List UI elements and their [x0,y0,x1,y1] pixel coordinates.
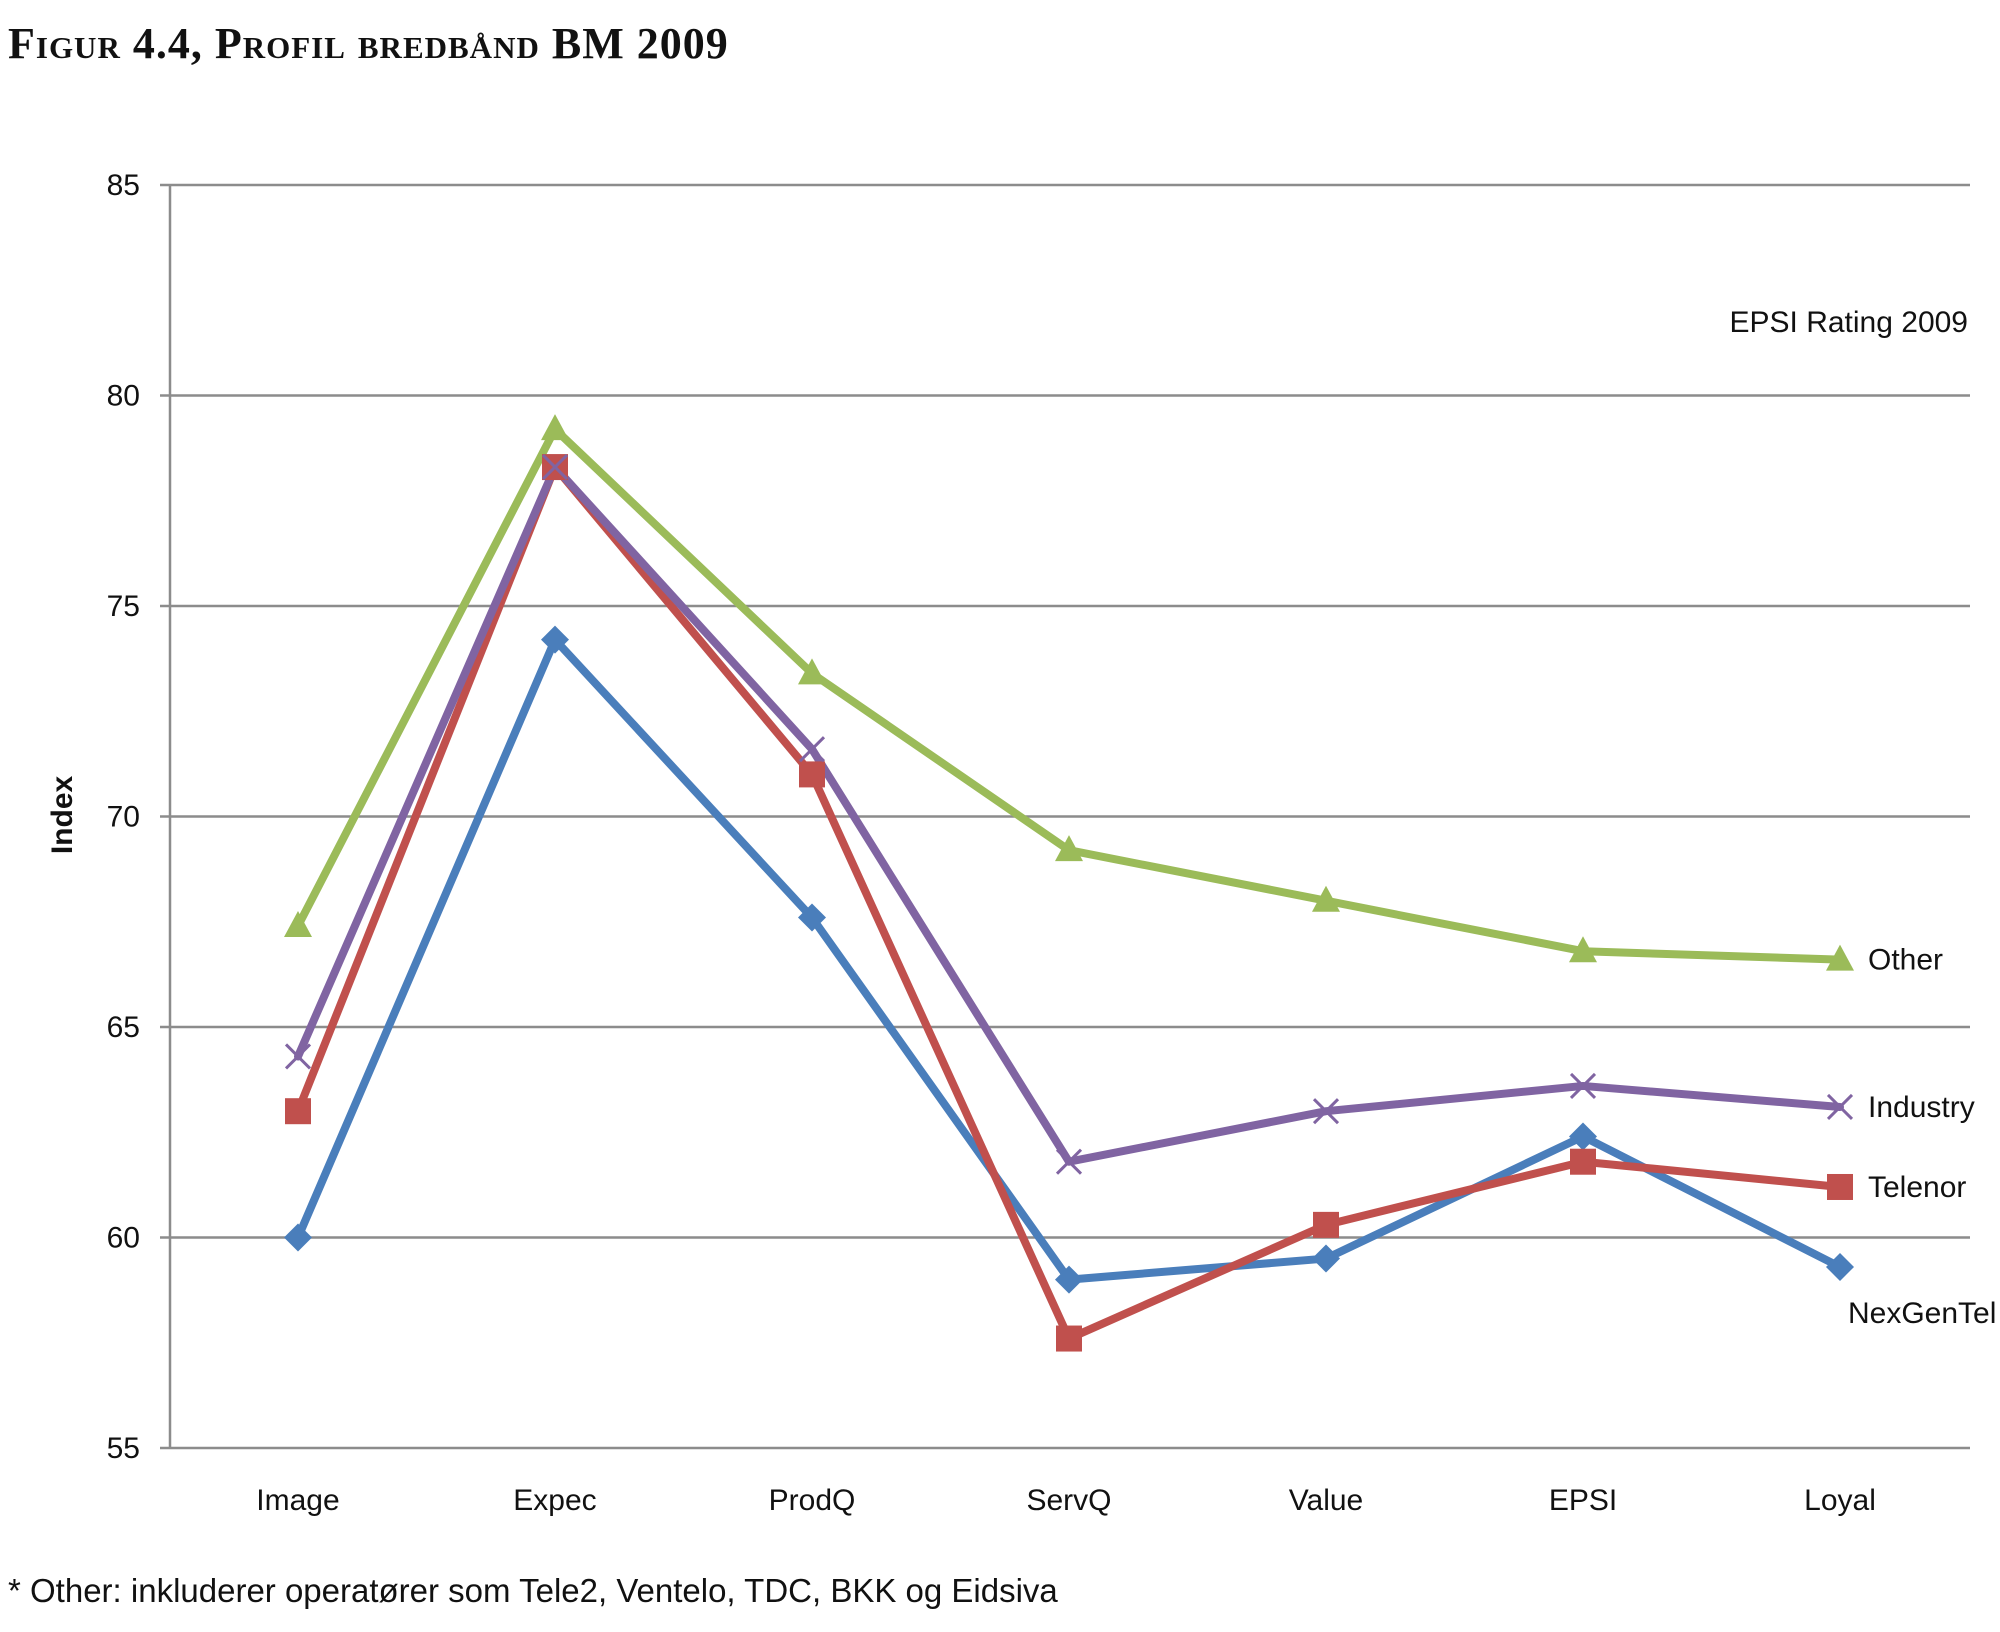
y-tick-label: 70 [107,801,140,834]
series-label-nexgentel: NexGenTel [1848,1297,1996,1330]
data-point-other-epsi [1569,936,1597,963]
series-lines [294,425,1844,1343]
data-point-telenor-servq [1056,1325,1082,1352]
chart-annotation: EPSI Rating 2009 [1730,306,1969,339]
y-tick-label: 85 [107,169,140,202]
x-tick-label-prodq: ProdQ [769,1484,856,1517]
x-tick-label-epsi: EPSI [1549,1484,1617,1517]
data-point-industry-prodq [798,736,826,763]
data-point-nexgentel-loyal [1826,1252,1854,1281]
data-point-other-prodq [798,658,826,685]
x-marker-stroke [1312,1098,1340,1125]
data-point-telenor-value [1313,1211,1339,1238]
x-marker-stroke [541,454,569,481]
data-point-industry-expec [541,454,569,481]
series-labels: NexGenTel Telenor Industry Other [1848,944,1996,1330]
series-label-industry: Industry [1868,1091,1975,1124]
data-point-industry-servq [1055,1148,1083,1175]
series-line-nexgentel [294,635,1844,1284]
series-label-other: Other [1868,944,1943,977]
x-tick-label-loyal: Loyal [1804,1484,1876,1517]
data-point-other-loyal [1826,944,1854,971]
x-marker-stroke [798,736,826,763]
series-line-telenor [294,463,1844,1343]
x-tick-label-value: Value [1289,1484,1364,1517]
x-tick-labels: Image Expec ProdQ ServQ Value EPSI Loyal [256,1484,1876,1517]
data-point-telenor-image [285,1098,311,1125]
data-point-nexgentel-epsi [1569,1122,1597,1151]
series-label-telenor: Telenor [1868,1171,1966,1204]
figure-title: Figur 4.4, Profil bredbånd BM 2009 [8,19,729,68]
x-marker-stroke [1569,1072,1597,1100]
data-point-other-value [1312,885,1340,912]
data-point-other-image [284,910,312,937]
x-marker-stroke [1055,1148,1083,1175]
y-tick-label: 60 [107,1222,140,1255]
data-point-industry-value [1312,1098,1340,1125]
y-tick-label: 65 [107,1011,140,1044]
axes [160,183,1970,1450]
data-point-industry-image [284,1043,312,1070]
data-point-telenor-prodq [799,761,825,788]
line-chart: 55 60 65 70 75 80 85 Image Expec ProdQ ServQ Value… [46,169,1996,1517]
y-tick-labels: 55 60 65 70 75 80 85 [107,169,140,1465]
y-axis-label: Index [46,776,79,855]
data-point-nexgentel-servq [1055,1265,1083,1294]
series-markers [284,414,1854,1352]
data-point-industry-loyal [1826,1093,1854,1121]
data-point-nexgentel-prodq [798,903,826,932]
data-point-industry-epsi [1569,1072,1597,1100]
y-tick-label: 75 [107,590,140,623]
x-marker-stroke [1826,1093,1854,1121]
series-line-industry [294,463,1844,1166]
data-point-other-expec [541,414,569,441]
data-point-other-servq [1055,835,1083,862]
y-tick-label: 55 [107,1432,140,1465]
grid-lines [170,183,1970,1239]
x-tick-label-servq: ServQ [1026,1484,1111,1517]
y-tick-label: 80 [107,380,140,413]
x-tick-label-image: Image [256,1484,339,1517]
data-point-nexgentel-value [1312,1244,1340,1273]
data-point-nexgentel-image [284,1223,312,1252]
data-point-telenor-epsi [1570,1148,1596,1175]
x-marker-stroke [284,1043,312,1070]
data-point-telenor-loyal [1827,1173,1853,1200]
x-tick-label-expec: Expec [513,1484,596,1517]
footnote: * Other: inkluderer operatører som Tele2… [8,1572,1058,1609]
data-point-nexgentel-expec [541,625,569,654]
